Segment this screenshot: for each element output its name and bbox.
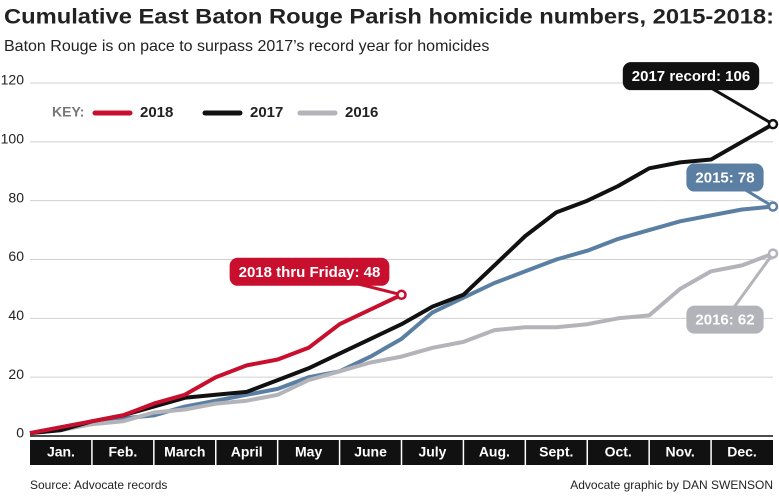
x-tick-label: Feb. [108, 444, 137, 460]
annotation-box [622, 62, 760, 91]
x-tick-label: April [231, 444, 263, 460]
end-point [767, 201, 779, 212]
x-tick-label: Aug. [479, 444, 510, 460]
x-tick-label: Sept. [539, 444, 573, 460]
annotation-box [686, 305, 764, 334]
x-tick-label: Nov. [665, 444, 694, 460]
source: Source: Advocate records [30, 478, 167, 492]
chart-title: Cumulative East Baton Rouge Parish homic… [4, 6, 774, 29]
x-tick-label: March [164, 444, 205, 460]
end-point [767, 248, 779, 259]
chart-subtitle: Baton Rouge is on pace to surpass 2017’s… [4, 38, 489, 55]
y-tick-label: 20 [8, 366, 24, 382]
x-tick-label: May [295, 444, 322, 460]
credit: Advocate graphic by DAN SWENSON [570, 478, 773, 492]
series-line [29, 122, 774, 436]
annotation-text: 2015: 78 [695, 170, 754, 187]
annotation-box [229, 257, 390, 286]
annotation-text: 2018 thru Friday: 48 [239, 264, 381, 281]
y-tick-label: 120 [1, 72, 25, 88]
x-tick-label: Dec. [727, 444, 757, 460]
annotation: 2016: 62 [686, 248, 779, 334]
y-tick-label: 100 [1, 131, 25, 147]
annotation-text: 2016: 62 [695, 312, 754, 329]
x-tick-label: Oct. [605, 444, 632, 460]
series-line [29, 251, 774, 436]
legend-label: 2016 [345, 104, 378, 121]
x-tick-label: Jan. [47, 444, 75, 460]
annotation: 2018 thru Friday: 48 [229, 257, 407, 301]
annotation-box [686, 163, 764, 192]
annotation: 2017 record: 106 [622, 62, 779, 130]
annotation: 2015: 78 [686, 163, 779, 212]
end-point [396, 289, 407, 301]
y-tick-label: 80 [8, 189, 24, 205]
legend-label: 2018 [140, 104, 173, 121]
x-tick-label: June [354, 444, 387, 460]
y-tick-label: 0 [16, 425, 24, 441]
y-tick-label: 60 [8, 248, 24, 264]
annotation-text: 2017 record: 106 [632, 68, 750, 85]
x-tick-label: July [418, 444, 446, 460]
series-line [29, 204, 774, 436]
legend-label: 2017 [250, 104, 283, 121]
legend-title: KEY: [52, 104, 84, 120]
end-point [767, 118, 779, 130]
series-line [29, 292, 403, 436]
y-tick-label: 40 [8, 307, 24, 323]
